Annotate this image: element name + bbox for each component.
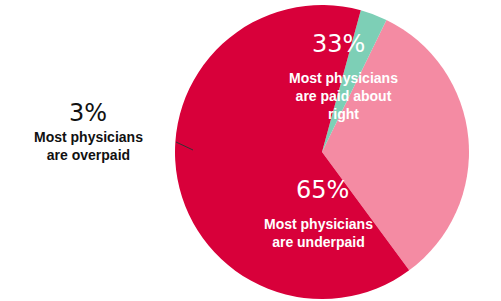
svg-text:33%: 33% (312, 30, 365, 58)
svg-text:Most physiciansare overpaid: Most physiciansare overpaid (34, 129, 143, 163)
svg-text:Most physiciansare underpaid: Most physiciansare underpaid (264, 216, 373, 250)
svg-text:65%: 65% (296, 176, 349, 204)
svg-text:3%: 3% (69, 99, 107, 127)
svg-text:Most physiciansare paid aboutr: Most physiciansare paid aboutright (289, 70, 398, 122)
